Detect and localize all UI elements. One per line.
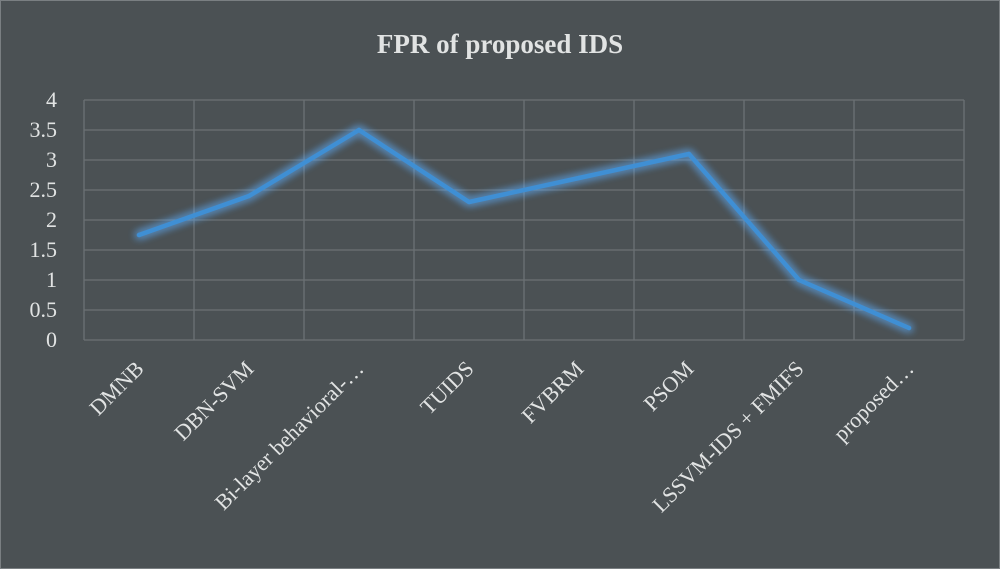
y-tick-label: 3: [46, 147, 57, 172]
x-tick-label: TUIDS: [415, 356, 478, 419]
y-axis-ticks: 0 0.5 1 1.5 2 2.5 3 3.5 4: [30, 87, 58, 352]
x-tick-label: FVBRM: [516, 356, 588, 428]
data-point: [356, 127, 362, 133]
x-tick-label: PSOM: [638, 356, 698, 416]
data-point: [576, 175, 582, 181]
x-tick-label: DBN-SVM: [169, 356, 258, 445]
y-tick-label: 1: [46, 267, 57, 292]
gridlines: [83, 99, 965, 341]
chart-title: FPR of proposed IDS: [377, 29, 623, 59]
data-point: [796, 277, 802, 283]
y-tick-label: 3.5: [30, 117, 58, 142]
y-tick-label: 1.5: [30, 237, 58, 262]
series-line: [136, 127, 912, 331]
y-tick-label: 0.5: [30, 297, 58, 322]
data-point: [906, 325, 912, 331]
y-tick-label: 4: [46, 87, 57, 112]
data-point: [686, 151, 692, 157]
x-tick-label: proposed…: [828, 356, 918, 446]
data-point: [246, 193, 252, 199]
y-tick-label: 2.5: [30, 177, 58, 202]
series-layer: [135, 126, 913, 332]
x-tick-label: DMNB: [84, 356, 148, 420]
y-tick-label: 2: [46, 207, 57, 232]
data-point: [466, 199, 472, 205]
data-point: [136, 232, 142, 238]
y-tick-label: 0: [46, 327, 57, 352]
